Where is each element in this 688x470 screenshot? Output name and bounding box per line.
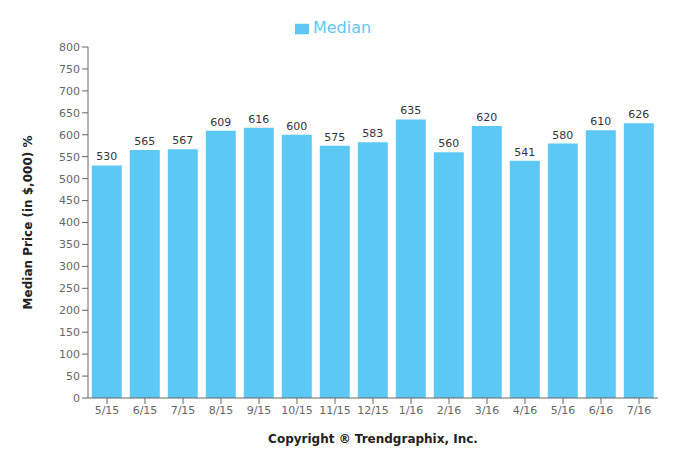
svg-text:500: 500 — [59, 173, 80, 186]
svg-text:700: 700 — [59, 85, 80, 98]
svg-text:616: 616 — [248, 113, 269, 126]
svg-text:8/15: 8/15 — [209, 404, 234, 417]
svg-text:635: 635 — [400, 104, 421, 117]
svg-text:50: 50 — [66, 370, 80, 383]
svg-text:7/15: 7/15 — [171, 404, 196, 417]
svg-text:11/15: 11/15 — [319, 404, 351, 417]
svg-text:450: 450 — [59, 194, 80, 207]
svg-text:1/16: 1/16 — [399, 404, 424, 417]
svg-text:350: 350 — [59, 238, 80, 251]
svg-text:200: 200 — [59, 304, 80, 317]
svg-text:600: 600 — [286, 120, 307, 133]
svg-text:400: 400 — [59, 216, 80, 229]
svg-text:10/15: 10/15 — [281, 404, 313, 417]
svg-text:300: 300 — [59, 260, 80, 273]
svg-text:5/15: 5/15 — [95, 404, 120, 417]
svg-text:150: 150 — [59, 326, 80, 339]
svg-text:Copyright ® Trendgraphix, Inc.: Copyright ® Trendgraphix, Inc. — [268, 432, 478, 446]
svg-text:4/16: 4/16 — [513, 404, 538, 417]
svg-text:7/16: 7/16 — [627, 404, 652, 417]
svg-text:567: 567 — [172, 134, 193, 147]
svg-text:800: 800 — [59, 41, 80, 54]
svg-text:Median Price (in $,000) %: Median Price (in $,000) % — [21, 136, 35, 310]
svg-text:575: 575 — [324, 131, 345, 144]
svg-text:6/15: 6/15 — [133, 404, 158, 417]
svg-text:580: 580 — [552, 129, 573, 142]
svg-text:626: 626 — [628, 108, 649, 121]
svg-text:2/16: 2/16 — [437, 404, 462, 417]
svg-text:750: 750 — [59, 63, 80, 76]
svg-text:9/15: 9/15 — [247, 404, 272, 417]
svg-text:583: 583 — [362, 127, 383, 140]
svg-text:5/16: 5/16 — [551, 404, 576, 417]
html-text:Median: Median — [312, 18, 372, 37]
svg-text:541: 541 — [514, 146, 535, 159]
svg-text:650: 650 — [59, 107, 80, 120]
svg-text:609: 609 — [210, 116, 231, 129]
svg-text:6/16: 6/16 — [589, 404, 614, 417]
svg-text:620: 620 — [476, 111, 497, 124]
svg-text:530: 530 — [96, 150, 117, 163]
svg-text:610: 610 — [590, 115, 611, 128]
svg-text:12/15: 12/15 — [357, 404, 389, 417]
svg-text:100: 100 — [59, 348, 80, 361]
svg-text:560: 560 — [438, 137, 459, 150]
svg-text:250: 250 — [59, 282, 80, 295]
svg-text:0: 0 — [73, 392, 80, 405]
svg-text:600: 600 — [59, 129, 80, 142]
svg-text:3/16: 3/16 — [475, 404, 500, 417]
svg-text:550: 550 — [59, 151, 80, 164]
svg-text:565: 565 — [134, 135, 155, 148]
